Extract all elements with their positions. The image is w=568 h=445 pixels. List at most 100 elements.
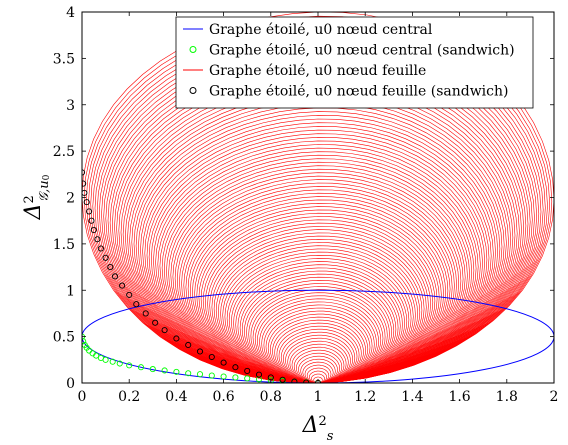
leaf-curve	[304, 364, 332, 383]
marker-central-sandwich	[232, 374, 239, 381]
leaf-curve	[239, 273, 397, 383]
leaf-curve	[213, 235, 423, 383]
leaf-curve	[237, 270, 399, 383]
marker-leaf-sandwich	[126, 291, 133, 298]
leaf-curve	[181, 186, 455, 383]
leaf-curve	[308, 370, 328, 383]
leaf-curve	[287, 340, 349, 383]
leaf-curve	[202, 219, 434, 383]
marker-leaf-sandwich	[279, 376, 286, 383]
leaf-curve	[283, 334, 353, 383]
leaf-curve	[289, 343, 347, 383]
legend-marker-swatch	[189, 46, 197, 53]
marker-leaf-sandwich	[83, 199, 90, 206]
marker-leaf-sandwich	[142, 310, 149, 317]
leaf-curve	[140, 118, 496, 383]
leaf-curve	[168, 165, 468, 383]
legend-label: Graphe étoilé, u0 nœud feuille	[209, 63, 426, 79]
marker-leaf-sandwich	[152, 319, 159, 326]
leaf-curve	[172, 172, 464, 383]
leaf-curve	[192, 202, 444, 383]
x-tick-label: 0.4	[165, 389, 187, 405]
leaf-curve	[157, 147, 479, 383]
leaf-curve	[248, 286, 388, 383]
leaf-curve	[218, 242, 418, 383]
legend-item: Graphe étoilé, u0 nœud feuille	[183, 63, 426, 79]
marker-central-sandwich	[82, 338, 87, 345]
y-tick-label: 2	[66, 191, 75, 207]
leaf-curve	[254, 295, 382, 383]
leaf-curve	[231, 261, 405, 383]
series-leaf-node-curves	[82, 12, 554, 383]
leaf-curve	[295, 352, 341, 383]
marker-leaf-sandwich	[161, 327, 168, 334]
y-tick-label: 1	[66, 283, 75, 299]
leaf-curve	[222, 248, 414, 383]
leaf-curve	[306, 367, 330, 383]
x-axis-label: Δ2s	[302, 413, 334, 444]
leaf-curve	[185, 192, 451, 383]
leaf-curve	[198, 212, 438, 383]
leaf-curve	[233, 264, 403, 383]
leaf-curve	[205, 222, 431, 383]
marker-central-sandwich	[126, 362, 133, 369]
leaf-curve	[265, 310, 371, 383]
legend-item: Graphe étoilé, u0 nœud central	[183, 22, 433, 38]
leaf-curve	[200, 216, 436, 383]
leaf-curve	[194, 206, 442, 383]
leaf-curve	[252, 292, 384, 383]
leaf-curve	[189, 199, 447, 383]
marker-central-sandwich	[149, 366, 156, 373]
leaf-curve	[302, 361, 334, 383]
legend-box	[175, 16, 534, 109]
marker-leaf-sandwich	[111, 273, 119, 280]
leaf-curve	[311, 373, 325, 383]
y-tick-label: 0	[66, 376, 75, 392]
leaf-curve	[155, 144, 481, 383]
marker-leaf-sandwich	[244, 367, 251, 374]
marker-central-sandwich	[161, 367, 168, 374]
legend-label: Graphe étoilé, u0 nœud central	[209, 22, 433, 38]
series-central-node-ellipse	[82, 289, 554, 383]
leaf-curve	[267, 313, 369, 383]
leaf-curve	[250, 289, 386, 383]
marker-central-sandwich	[137, 364, 145, 371]
marker-leaf-sandwich	[119, 282, 126, 289]
y-tick-label: 0.5	[53, 330, 75, 346]
leaf-curve	[272, 319, 364, 383]
marker-central-sandwich	[196, 371, 204, 378]
marker-leaf-sandwich	[107, 264, 114, 271]
x-tick-label: 1.6	[448, 389, 470, 405]
leaf-curve	[241, 276, 395, 383]
leaf-curve	[257, 298, 379, 383]
y-axis-label: Δ2𝒢,u0	[21, 174, 52, 220]
leaf-curve	[144, 126, 492, 383]
x-tick-label: 2	[550, 389, 559, 405]
marker-leaf-sandwich	[86, 208, 93, 215]
leaf-curve	[174, 175, 462, 383]
leaf-curve	[161, 154, 475, 383]
marker-leaf-sandwich	[133, 301, 140, 308]
leaf-curve	[244, 279, 392, 383]
leaf-curve	[285, 337, 351, 383]
x-tick-label: 1.4	[401, 389, 423, 405]
leaf-curve	[148, 133, 488, 383]
leaf-curve	[179, 182, 457, 383]
plot-area	[82, 12, 554, 383]
marker-leaf-sandwich	[232, 364, 239, 371]
leaf-curve	[278, 328, 358, 383]
leaf-curve	[261, 304, 375, 383]
leaf-curve	[183, 189, 453, 383]
legend-item: Graphe étoilé, u0 nœud central (sandwich…	[189, 43, 515, 59]
x-tick-label: 1	[314, 389, 323, 405]
leaf-curve	[166, 161, 470, 383]
marker-central-sandwich	[220, 373, 227, 380]
marker-central-sandwich	[208, 372, 215, 379]
leaf-curve	[224, 251, 412, 383]
marker-leaf-sandwich	[220, 359, 227, 366]
leaf-curve	[209, 229, 427, 383]
leaf-curve	[228, 258, 408, 383]
y-tick-label: 3.5	[53, 51, 75, 67]
leaf-curve	[146, 129, 490, 383]
